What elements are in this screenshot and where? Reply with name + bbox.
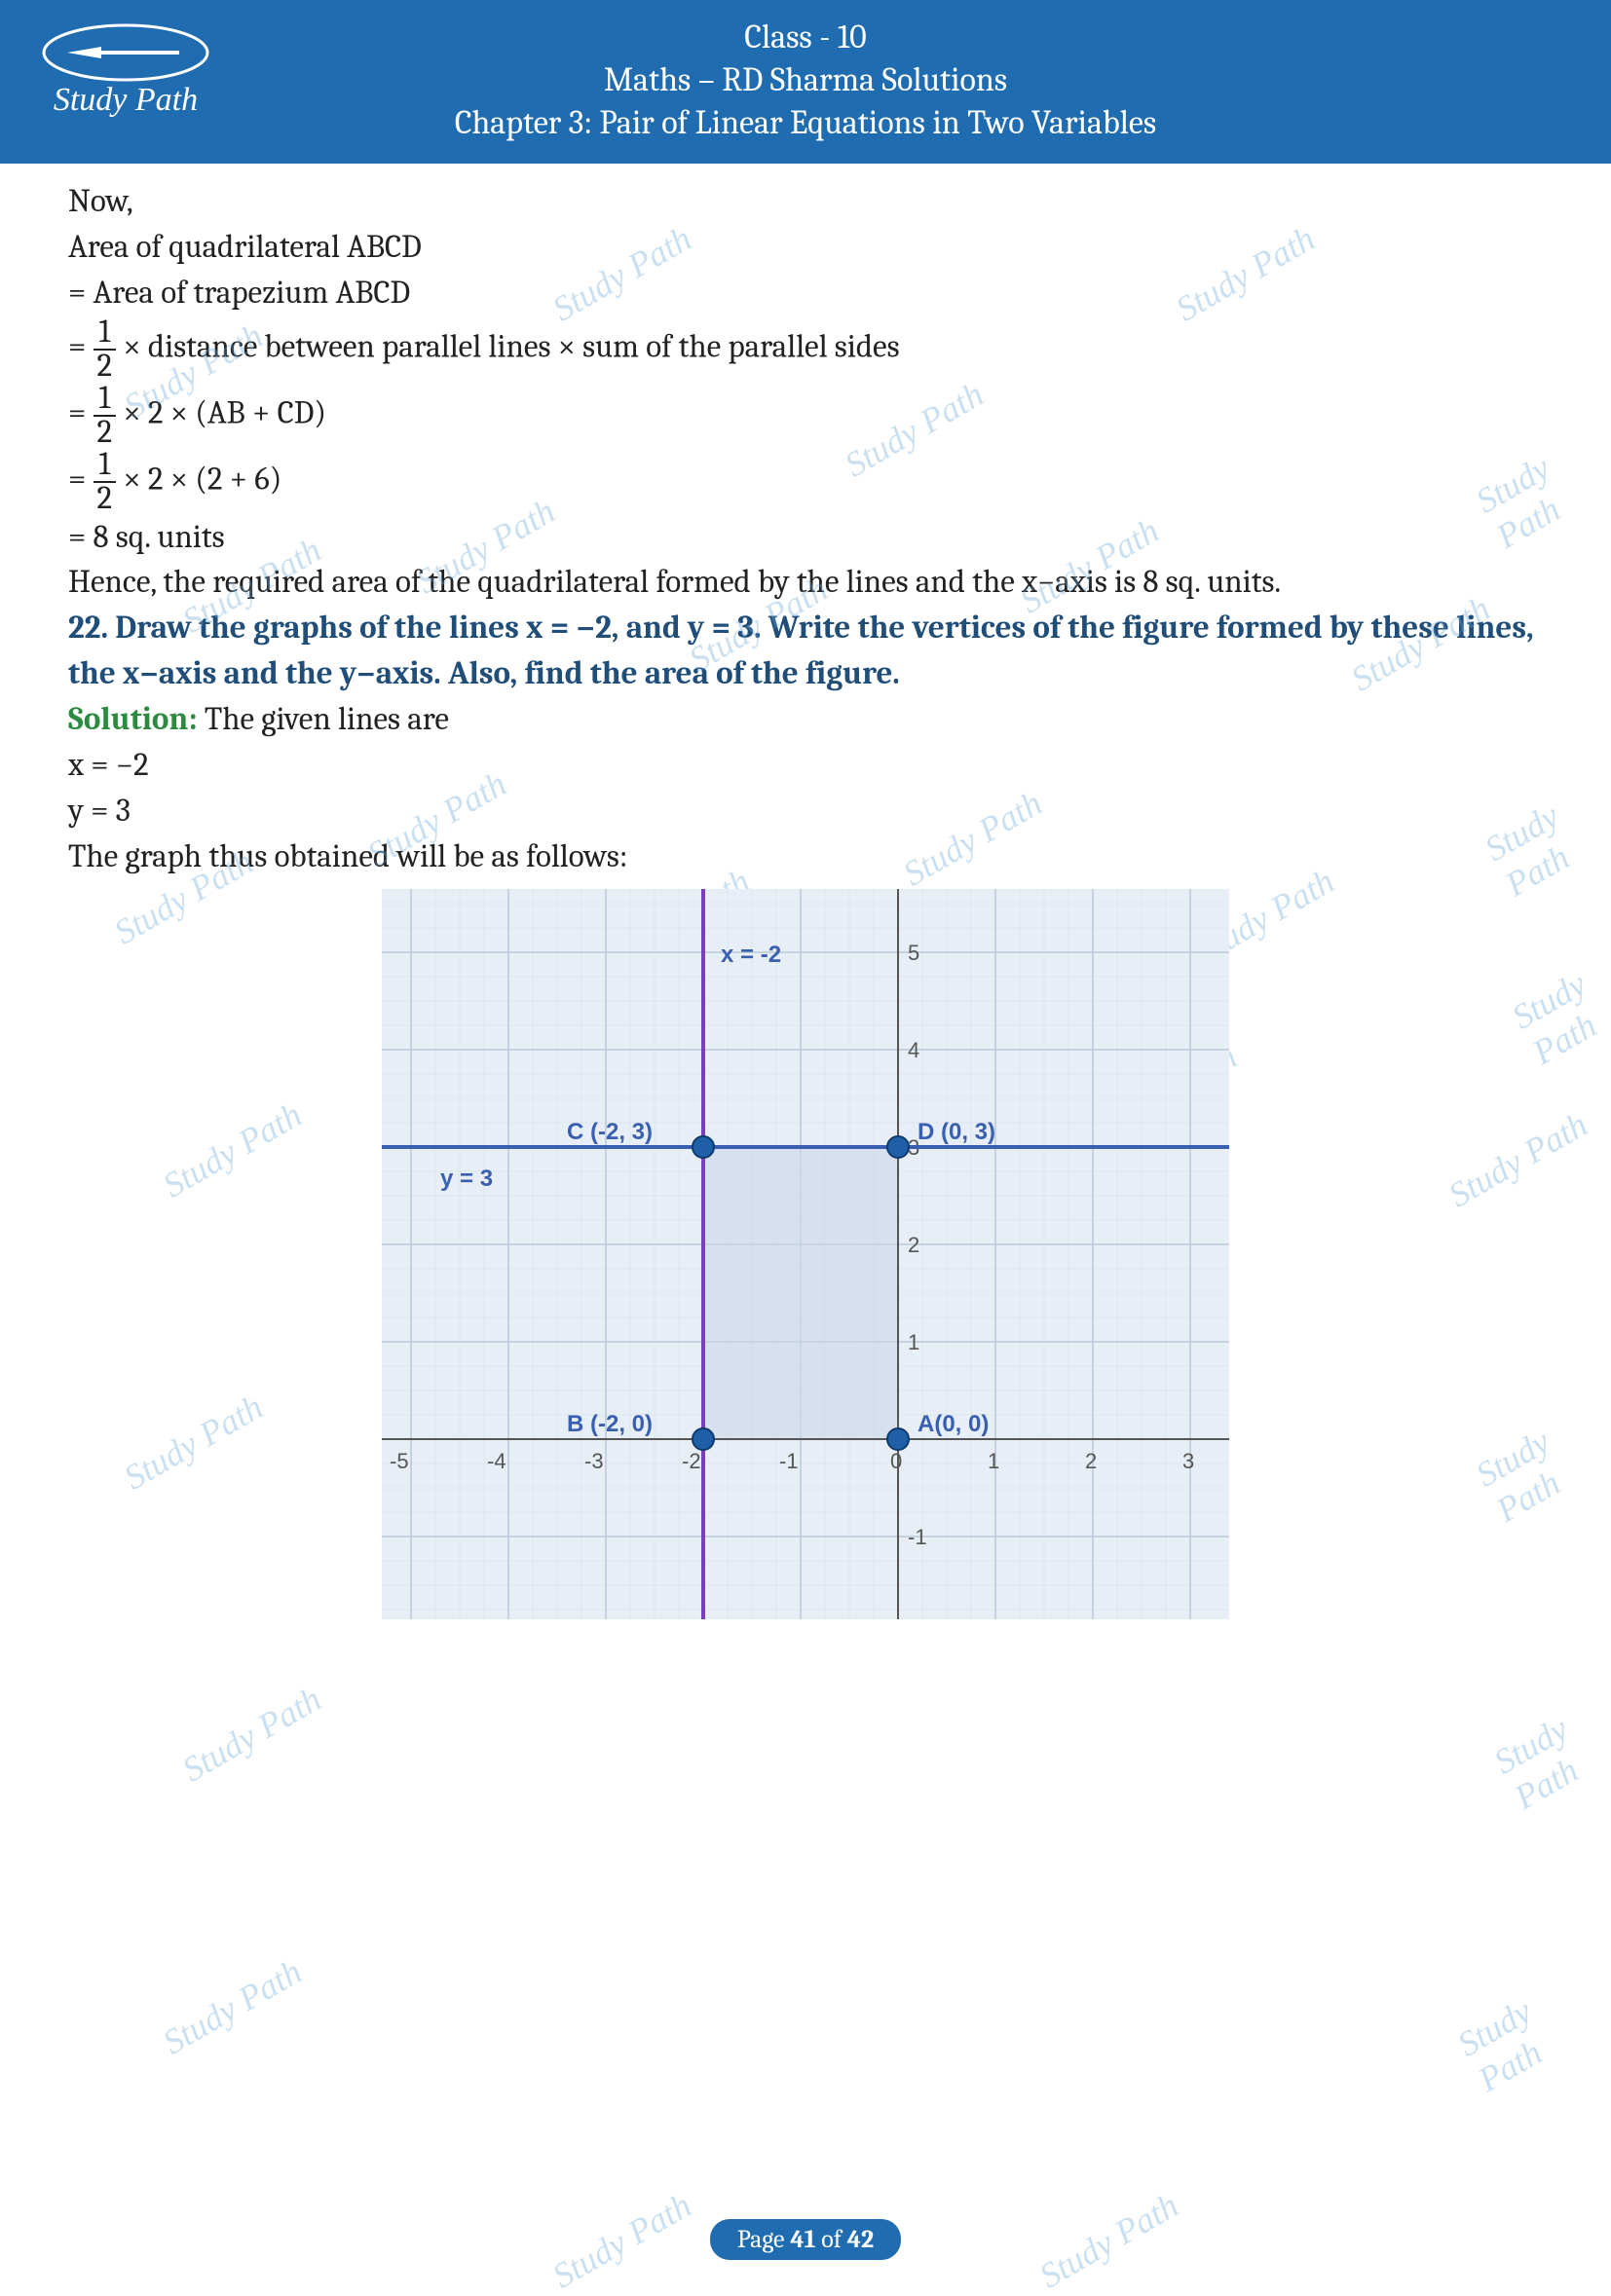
svg-text:-3: -3 [584,1449,604,1473]
eq-x: x = −2 [68,743,1543,789]
svg-text:-1: -1 [779,1449,799,1473]
svg-text:4: 4 [908,1038,919,1062]
formula-3: = 12 × 2 × (2 + 6) [68,449,1543,515]
page-footer: Page 41 of 42 [0,2219,1611,2260]
svg-text:C (-2, 3): C (-2, 3) [567,1119,653,1145]
text-now: Now, [68,179,1543,225]
text-area1: Area of quadrilateral ABCD [68,225,1543,271]
header-subject: Maths – RD Sharma Solutions [0,60,1611,99]
svg-text:-1: -1 [908,1525,927,1549]
svg-text:5: 5 [908,941,919,965]
svg-text:x = -2: x = -2 [721,942,781,968]
page-number-pill: Page 41 of 42 [710,2219,901,2260]
solution-label: Solution: [68,701,198,738]
text-result: = 8 sq. units [68,515,1543,561]
formula-1: = 12 × distance between parallel lines ×… [68,316,1543,383]
svg-text:2: 2 [908,1233,919,1257]
svg-text:3: 3 [1182,1449,1194,1473]
solution-line: Solution: The given lines are [68,697,1543,743]
graph: -5-4-3-2-10123-2-1123456x = -2y = 3A(0, … [382,889,1229,1619]
header-class: Class - 10 [0,18,1611,56]
svg-text:D (0, 3): D (0, 3) [918,1119,995,1145]
formula-2: = 12 × 2 × (AB + CD) [68,383,1543,449]
svg-text:-4: -4 [487,1449,506,1473]
svg-text:0: 0 [890,1449,902,1473]
svg-text:y = 3: y = 3 [440,1166,493,1192]
text-area2: = Area of trapezium ABCD [68,271,1543,316]
svg-text:A(0, 0): A(0, 0) [918,1411,989,1437]
graph-intro: The graph thus obtained will be as follo… [68,834,1543,880]
svg-text:-5: -5 [390,1449,409,1473]
watermark: Study Path [156,1951,309,2063]
svg-text:B (-2, 0): B (-2, 0) [567,1411,653,1437]
watermark: Study Path [175,1679,328,1791]
svg-text:1: 1 [988,1449,999,1473]
question-22: 22. Draw the graphs of the lines x = −2,… [68,606,1543,697]
svg-text:2: 2 [1085,1449,1097,1473]
study-path-logo: Study Path [23,18,228,125]
eq-y: y = 3 [68,789,1543,834]
page-content: Now, Area of quadrilateral ABCD = Area o… [0,164,1611,1619]
svg-text:1: 1 [908,1330,919,1354]
text-conclusion: Hence, the required area of the quadrila… [68,560,1543,606]
page-header: Study Path Class - 10 Maths – RD Sharma … [0,0,1611,164]
watermark: Study Path [1450,1954,1611,2100]
header-chapter: Chapter 3: Pair of Linear Equations in T… [0,103,1611,142]
svg-text:Study Path: Study Path [54,82,198,118]
svg-text:-2: -2 [682,1449,701,1473]
watermark: Study Path [1487,1691,1611,1818]
